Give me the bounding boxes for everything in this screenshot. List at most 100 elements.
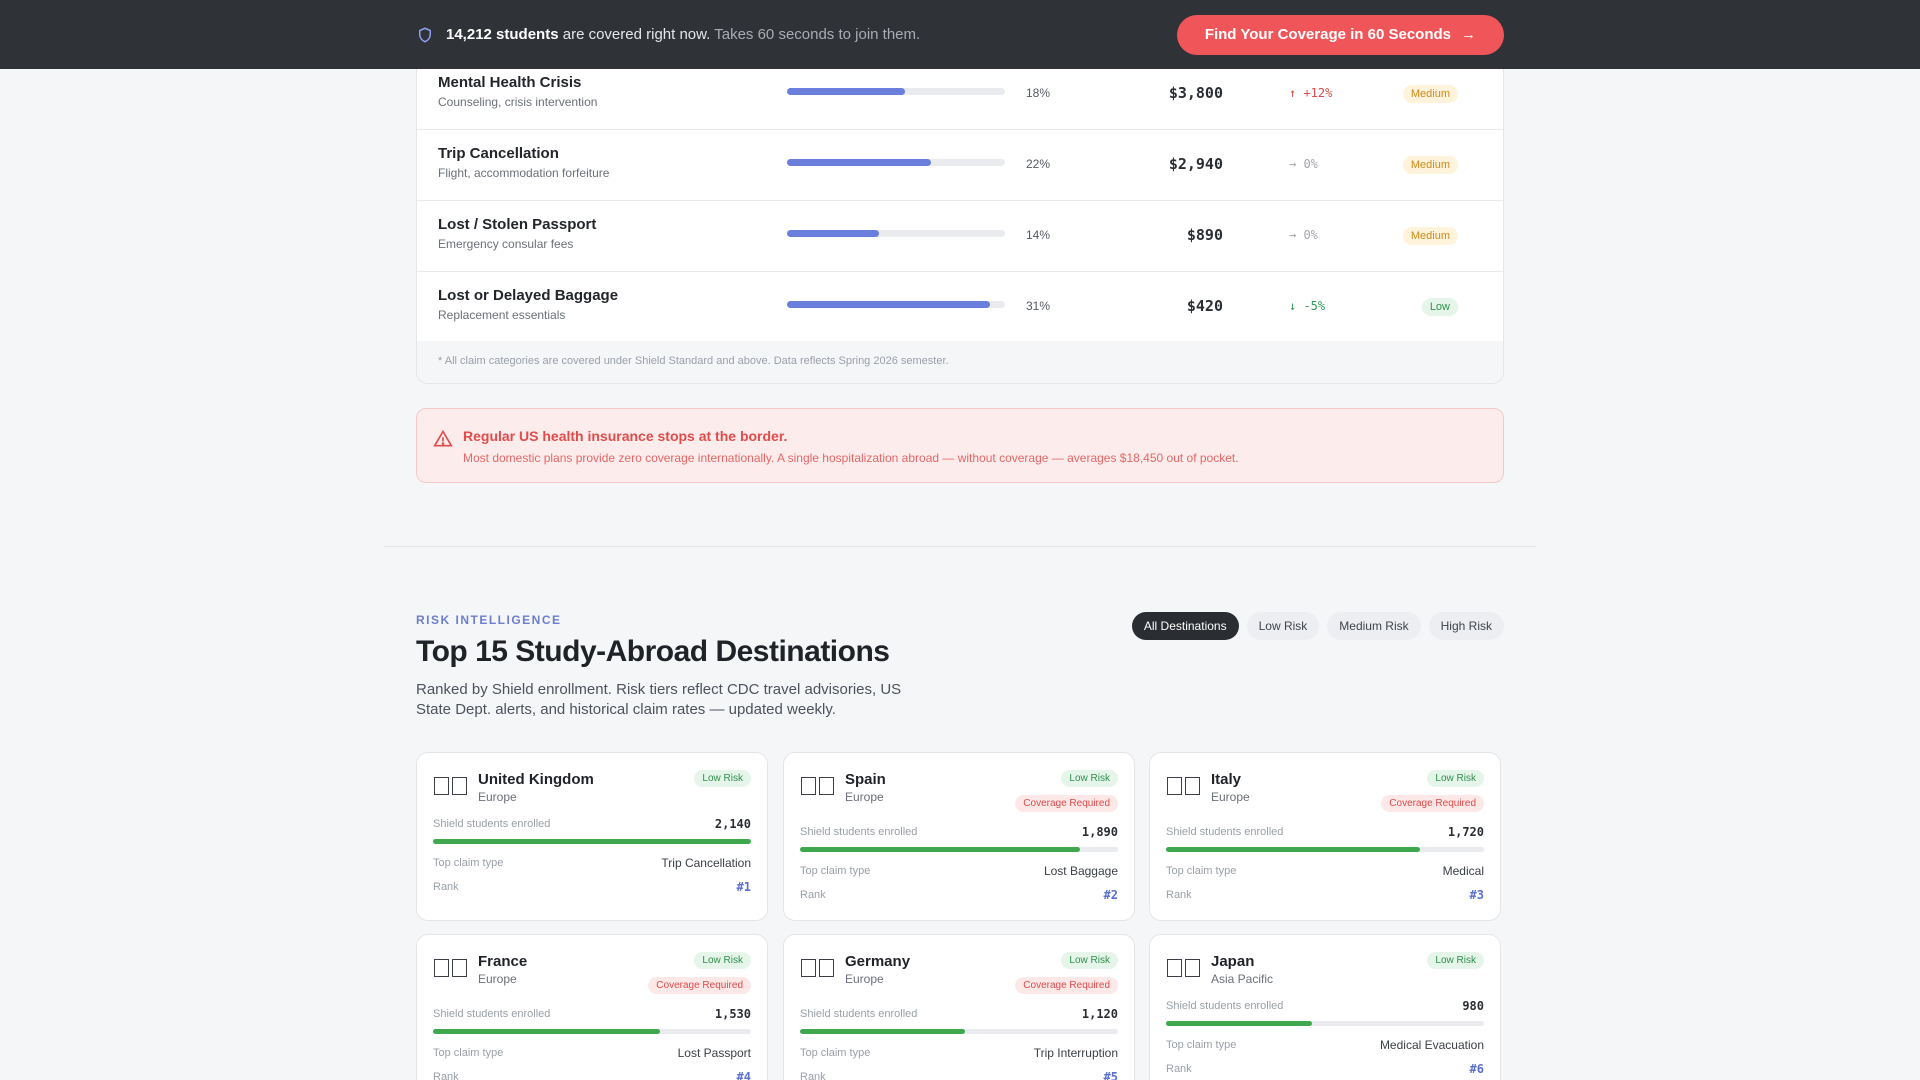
top-claim-value: Trip Interruption (1033, 1046, 1118, 1060)
destination-card[interactable]: Japan Asia Pacific Low Risk Shield stude… (1149, 934, 1501, 1080)
filter-medium-risk[interactable]: Medium Risk (1327, 612, 1421, 640)
rank-label: Rank (1166, 1063, 1192, 1075)
risk-badge: Low Risk (1427, 952, 1484, 969)
claim-trend: ↑ +12% (1289, 86, 1333, 100)
banner-muted: Takes 60 seconds to join them. (714, 26, 921, 43)
coverage-required-badge: Coverage Required (1381, 795, 1484, 812)
flag-icon (1167, 777, 1201, 795)
destination-region: Asia Pacific (1211, 972, 1274, 986)
rank-value: #6 (1469, 1062, 1484, 1076)
risk-filter-group: All Destinations Low Risk Medium Risk High … (1131, 612, 1504, 640)
rank-label: Rank (800, 889, 826, 901)
claim-percent: 18% (1026, 86, 1051, 100)
rank-value: #3 (1469, 888, 1484, 902)
risk-badge: Low Risk (1061, 770, 1118, 787)
rank-value: #5 (1103, 1070, 1118, 1080)
claim-share-bar (787, 159, 1005, 166)
top-claim-value: Trip Cancellation (661, 856, 751, 870)
destination-name: France (478, 953, 528, 970)
destination-card[interactable]: Germany Europe Low Risk Coverage Require… (783, 934, 1135, 1080)
claim-name: Mental Health Crisis (438, 74, 582, 91)
enrolled-label: Shield students enrolled (1166, 1000, 1284, 1012)
rank-label: Rank (433, 1071, 459, 1080)
destination-name: Italy (1211, 771, 1242, 788)
claim-row: Lost or Delayed Baggage Replacement esse… (417, 272, 1503, 343)
claim-trend: → 0% (1289, 228, 1318, 242)
destination-name: Germany (845, 953, 911, 970)
destination-region: Europe (478, 972, 517, 986)
flag-icon (801, 777, 835, 795)
risk-badge: Low Risk (694, 770, 751, 787)
claim-name: Lost / Stolen Passport (438, 216, 597, 233)
enrolled-count: 1,530 (714, 1007, 751, 1021)
claim-amount: $3,800 (1168, 84, 1223, 102)
flag-icon (434, 959, 468, 977)
top-claim-value: Medical (1442, 864, 1484, 878)
warning-icon (433, 429, 453, 447)
coverage-required-badge: Coverage Required (1015, 977, 1118, 994)
banner-message: 14,212 students are covered right now. T… (416, 26, 920, 44)
filter-high-risk[interactable]: High Risk (1428, 612, 1504, 640)
rank-value: #1 (736, 880, 751, 894)
top-claim-label: Top claim type (800, 865, 871, 877)
top-claim-label: Top claim type (1166, 865, 1237, 877)
find-coverage-label: Find Your Coverage in 60 Seconds (1204, 26, 1451, 43)
banner-count: 14,212 students (446, 26, 559, 43)
enrollment-bar (433, 839, 751, 844)
claim-name: Lost or Delayed Baggage (438, 287, 619, 304)
top-claim-value: Lost Passport (677, 1046, 751, 1060)
severity-badge: Medium (1402, 85, 1458, 103)
coverage-alert: Regular US health insurance stops at the… (416, 408, 1504, 483)
rank-value: #2 (1103, 888, 1118, 902)
enrolled-label: Shield students enrolled (1166, 826, 1284, 838)
alert-title: Regular US health insurance stops at the… (463, 428, 788, 444)
section-subtitle: Ranked by Shield enrollment. Risk tiers … (416, 681, 902, 718)
alert-text: Most domestic plans provide zero coverag… (463, 451, 1239, 465)
claim-share-bar (787, 230, 1005, 237)
flag-icon (801, 959, 835, 977)
arrow-right-icon: → (1461, 26, 1476, 43)
enrolled-label: Shield students enrolled (800, 1008, 918, 1020)
find-coverage-button[interactable]: Find Your Coverage in 60 Seconds → (1176, 14, 1504, 55)
destination-name: Spain (845, 771, 886, 788)
claim-row: Lost / Stolen Passport Emergency consula… (417, 201, 1503, 272)
flag-icon (434, 777, 468, 795)
severity-badge: Low (1421, 298, 1458, 316)
claim-percent: 14% (1026, 228, 1051, 242)
destination-region: Europe (1211, 790, 1250, 804)
claim-share-bar (787, 301, 1005, 308)
filter-all-destinations[interactable]: All Destinations (1131, 612, 1239, 640)
rank-label: Rank (433, 881, 459, 893)
destination-card[interactable]: Spain Europe Low Risk Coverage Required … (783, 752, 1135, 921)
claims-footnote: * All claim categories are covered under… (417, 341, 1503, 383)
enrolled-count: 980 (1462, 999, 1484, 1013)
enrolled-count: 1,720 (1447, 825, 1484, 839)
destination-card[interactable]: Italy Europe Low Risk Coverage Required … (1149, 752, 1501, 921)
claim-trend: → 0% (1289, 157, 1318, 171)
coverage-required-badge: Coverage Required (1015, 795, 1118, 812)
top-claim-label: Top claim type (433, 857, 504, 869)
coverage-required-badge: Coverage Required (648, 977, 751, 994)
enrollment-bar (1166, 847, 1484, 852)
enrolled-count: 1,120 (1081, 1007, 1118, 1021)
enrollment-bar (1166, 1021, 1484, 1026)
risk-badge: Low Risk (1061, 952, 1118, 969)
claim-amount: $2,940 (1168, 155, 1223, 173)
risk-badge: Low Risk (694, 952, 751, 969)
destination-card[interactable]: France Europe Low Risk Coverage Required… (416, 934, 768, 1080)
destination-name: United Kingdom (478, 771, 594, 788)
coverage-banner: 14,212 students are covered right now. T… (0, 0, 1920, 69)
top-claim-value: Medical Evacuation (1379, 1038, 1484, 1052)
enrollment-bar (800, 1029, 1118, 1034)
claim-description: Replacement essentials (438, 308, 566, 322)
claim-trend: ↓ -5% (1289, 299, 1326, 313)
claim-amount: $890 (1186, 226, 1223, 244)
filter-low-risk[interactable]: Low Risk (1246, 612, 1320, 640)
claim-percent: 31% (1026, 299, 1051, 313)
enrolled-label: Shield students enrolled (800, 826, 918, 838)
destination-card[interactable]: United Kingdom Europe Low Risk Shield st… (416, 752, 768, 921)
severity-badge: Medium (1402, 156, 1458, 174)
enrolled-count: 2,140 (714, 817, 751, 831)
top-claim-label: Top claim type (800, 1047, 871, 1059)
section-eyebrow: RISK INTELLIGENCE (416, 613, 562, 627)
